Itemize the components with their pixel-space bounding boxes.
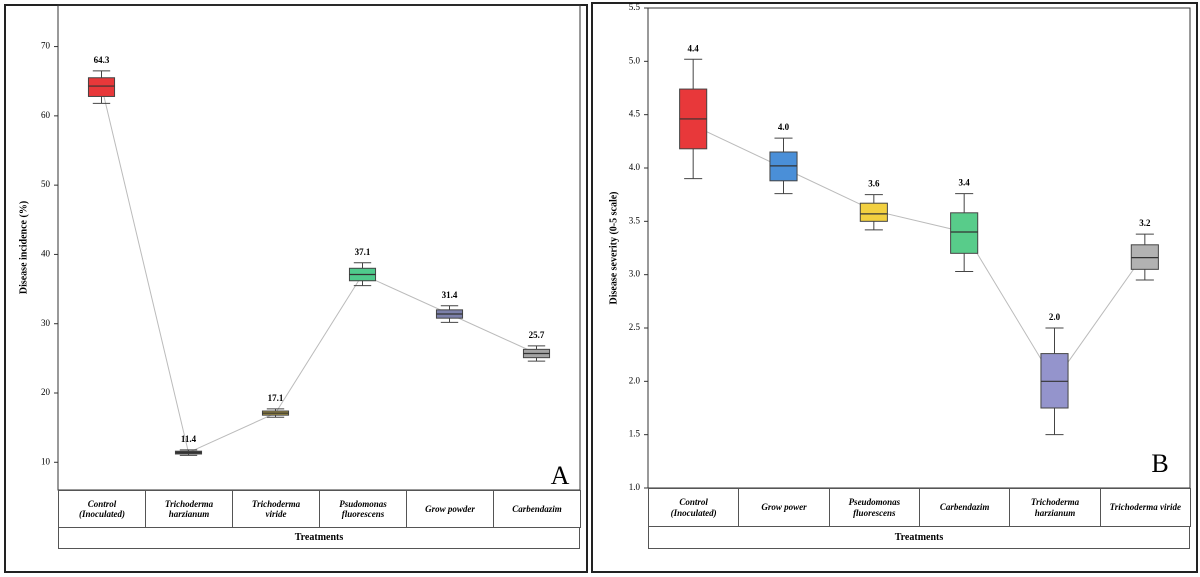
y-tick-label: 2.5 xyxy=(629,322,641,332)
y-tick-label: 60 xyxy=(41,110,51,120)
y-tick-label: 1.0 xyxy=(629,482,641,492)
mean-label: 37.1 xyxy=(355,247,371,257)
mean-line xyxy=(101,85,537,454)
mean-label: 2.0 xyxy=(1049,312,1061,322)
box xyxy=(859,202,888,222)
category-label: Control (Inoculated) xyxy=(648,488,740,527)
category-label: Carbendazim xyxy=(919,488,1011,527)
category-label: Control (Inoculated) xyxy=(58,490,146,528)
category-label: Carbendazim xyxy=(493,490,581,528)
y-tick-label: 10 xyxy=(41,456,51,466)
mean-label: 11.4 xyxy=(181,434,197,444)
category-label: Trichoderma viride xyxy=(232,490,320,528)
x-axis-label: Treatments xyxy=(58,527,580,549)
mean-label: 31.4 xyxy=(442,290,458,300)
mean-label: 25.7 xyxy=(529,330,545,340)
y-tick-label: 1.5 xyxy=(629,429,641,439)
panel-letter: B xyxy=(1151,449,1168,478)
y-tick-label: 3.0 xyxy=(629,269,641,279)
y-axis-label: Disease incidence (%) xyxy=(18,201,29,294)
mean-label: 3.2 xyxy=(1139,218,1151,228)
panel-letter: A xyxy=(551,461,570,490)
mean-label: 64.3 xyxy=(94,55,110,65)
plot-frame xyxy=(647,7,1191,489)
y-tick-label: 5.5 xyxy=(629,2,641,12)
category-label: Trichoderma viride xyxy=(1099,488,1191,527)
mean-label: 3.6 xyxy=(868,179,880,189)
y-axis-label: Disease severity (0-5 scale) xyxy=(608,191,619,304)
category-label: Psudomonas fluorescens xyxy=(319,490,407,528)
category-label: Grow powder xyxy=(406,490,494,528)
y-tick-label: 5.0 xyxy=(629,55,641,65)
mean-label: 4.0 xyxy=(778,122,790,132)
y-tick-label: 3.5 xyxy=(629,215,641,225)
category-label: Pseudomonas fluorescens xyxy=(828,488,920,527)
y-tick-label: 4.5 xyxy=(629,109,641,119)
x-axis-label: Treatments xyxy=(648,526,1190,549)
box xyxy=(87,77,116,97)
y-tick-label: 40 xyxy=(41,248,51,258)
mean-label: 4.4 xyxy=(688,43,700,53)
y-tick-label: 4.0 xyxy=(629,162,641,172)
mean-line xyxy=(692,124,1146,383)
y-tick-label: 2.0 xyxy=(629,375,641,385)
y-tick-label: 70 xyxy=(41,41,51,51)
mean-label: 17.1 xyxy=(268,393,284,403)
box xyxy=(950,212,979,254)
plot-frame xyxy=(57,4,581,491)
y-tick-label: 20 xyxy=(41,387,51,397)
category-label: Trichoderma harzianum xyxy=(145,490,233,528)
y-tick-label: 30 xyxy=(41,318,51,328)
mean-label: 3.4 xyxy=(959,178,971,188)
y-tick-label: 50 xyxy=(41,179,51,189)
panel-frame xyxy=(591,2,1198,573)
category-label: Grow power xyxy=(738,488,830,527)
category-label: Trichoderma harzianum xyxy=(1009,488,1101,527)
